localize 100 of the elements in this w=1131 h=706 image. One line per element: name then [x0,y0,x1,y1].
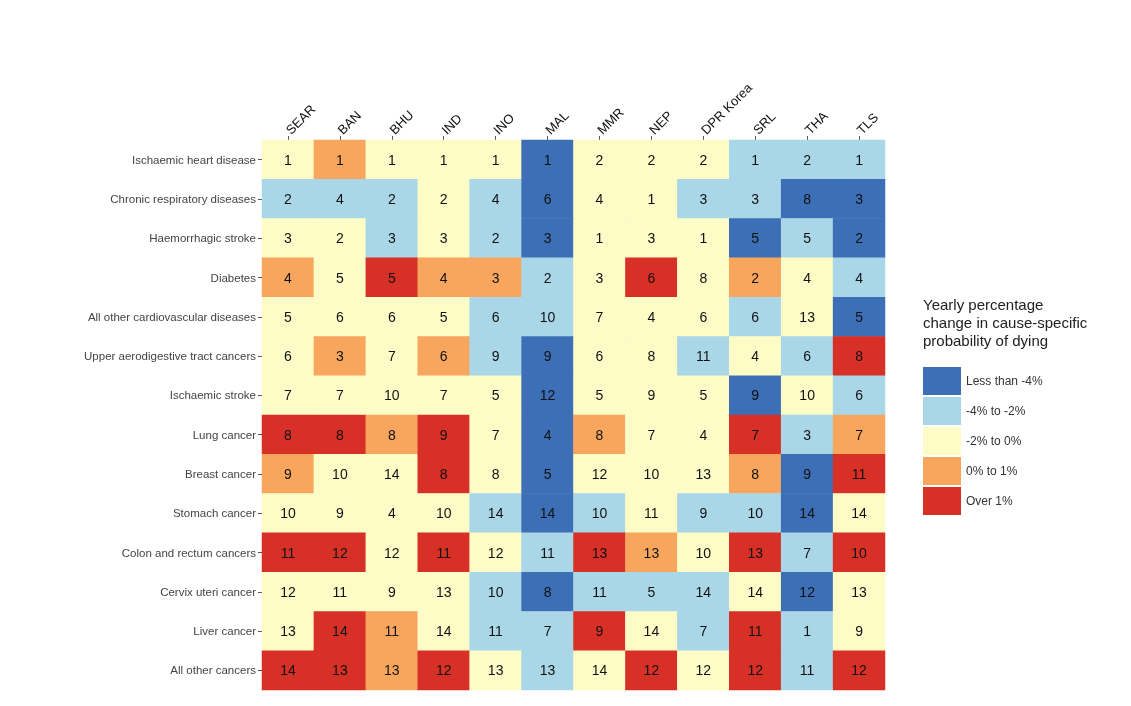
data-label: 7 [699,623,708,640]
data-label: 11 [799,662,815,679]
data-label: 8 [491,465,500,482]
data-label: 14 [799,505,816,522]
data-label: 13 [799,308,816,325]
data-label: 12 [487,544,504,561]
data-label: 6 [491,308,500,325]
y-tick-label: Stomach cancer [172,507,257,520]
data-label: 11 [332,583,348,600]
data-label: 8 [335,426,344,443]
data-label: 9 [595,623,604,640]
data-label: 12 [384,544,400,561]
data-label: 14 [280,662,296,679]
data-label: 1 [387,151,396,168]
data-label: 6 [647,269,656,286]
data-label: 1 [855,151,864,168]
data-label: 1 [491,151,500,168]
data-label: 7 [387,348,396,365]
data-label: 6 [387,308,396,325]
data-label: 11 [644,505,659,522]
data-label: 8 [803,190,812,207]
legend-label: -2% to 0% [966,434,1022,448]
data-label: 2 [543,269,552,286]
data-label: 2 [803,151,812,168]
data-label: 11 [384,623,400,640]
data-label: 3 [284,230,293,247]
data-label: 5 [543,465,552,482]
data-label: 11 [488,623,504,640]
data-label: 9 [284,465,293,482]
data-label: 1 [595,230,604,247]
data-label: 13 [384,662,400,679]
data-label: 12 [435,662,452,679]
data-label: 8 [647,348,656,365]
data-label: 2 [439,190,448,207]
data-label: 12 [332,544,348,561]
data-label: 13 [539,662,556,679]
data-label: 12 [799,583,816,600]
y-tick-label: Haemorrhagic stroke [149,232,256,245]
data-label: 2 [387,190,396,207]
data-label: 6 [855,387,864,404]
data-label: 12 [747,662,764,679]
data-label: 7 [543,623,552,640]
data-label: 4 [284,269,293,286]
data-label: 4 [595,190,604,207]
data-label: 4 [855,269,864,286]
data-label: 5 [751,230,760,247]
data-label: 3 [751,190,760,207]
data-label: 14 [435,623,452,640]
data-label: 2 [751,269,760,286]
data-label: 4 [491,190,500,207]
data-label: 8 [387,426,396,443]
data-label: 6 [751,308,760,325]
data-label: 4 [543,426,552,443]
data-label: 3 [803,426,812,443]
data-label: 2 [595,151,604,168]
data-label: 9 [491,348,500,365]
data-label: 10 [747,505,764,522]
data-label: 11 [436,544,452,561]
data-label: 3 [439,230,448,247]
data-label: 1 [335,151,344,168]
x-tick-label: SRL [749,108,779,138]
data-label: 13 [851,583,868,600]
data-label: 1 [543,151,552,168]
data-label: 10 [799,387,816,404]
data-label: 9 [543,348,552,365]
data-label: 5 [647,583,656,600]
data-label: 4 [699,426,708,443]
data-label: 3 [491,269,500,286]
data-label: 8 [543,583,552,600]
y-tick-label: Liver cancer [193,625,257,638]
data-label: 11 [696,348,711,365]
data-label: 4 [335,190,344,207]
data-label: 13 [487,662,504,679]
data-label: 4 [439,269,448,286]
x-tick-label: TLS [853,109,882,138]
data-label: 11 [592,583,607,600]
data-label: 5 [699,387,708,404]
y-tick-label: All other cardiovascular diseases [87,310,257,323]
data-label: 4 [647,308,656,325]
data-label: 3 [855,190,864,207]
data-label: 5 [284,308,293,325]
data-label: 10 [332,465,348,482]
y-tick-label: Chronic respiratory diseases [110,192,257,205]
data-label: 7 [335,387,344,404]
legend-label: -4% to -2% [966,404,1026,418]
data-label: 7 [284,387,293,404]
data-label: 8 [855,348,864,365]
data-label: 13 [435,583,452,600]
data-label: 8 [284,426,293,443]
data-label: 10 [539,308,556,325]
data-label: 13 [591,544,608,561]
data-label: 1 [284,151,293,168]
data-label: 14 [747,583,764,600]
data-label: 13 [643,544,660,561]
data-label: 14 [591,662,608,679]
data-label: 11 [540,544,556,561]
data-label: 5 [387,269,396,286]
y-tick-label: Diabetes [210,271,257,284]
data-label: 14 [384,465,400,482]
data-label: 6 [335,308,344,325]
